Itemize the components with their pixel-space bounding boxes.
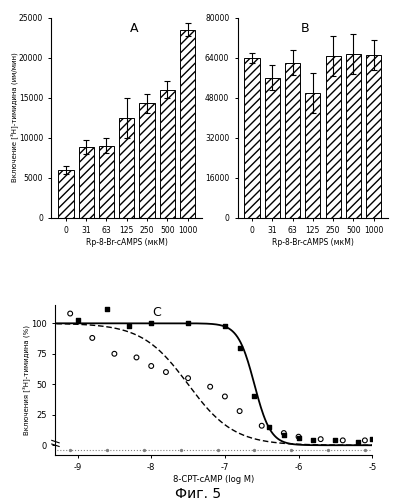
Point [310, 436, 316, 444]
Point [251, 446, 257, 454]
Y-axis label: Включение [³H]-тимидина (им/мин): Включение [³H]-тимидина (им/мин) [10, 52, 17, 182]
Point [148, 320, 154, 328]
Bar [326, 56, 341, 218]
Point [207, 382, 213, 390]
Text: Фиг. 5: Фиг. 5 [175, 486, 221, 500]
Bar [139, 103, 154, 218]
Point [126, 322, 132, 330]
Point [133, 354, 140, 362]
Point [111, 350, 118, 358]
Point [67, 310, 73, 318]
Point [295, 432, 302, 440]
Point [362, 446, 368, 454]
Bar [160, 90, 175, 218]
Point [236, 344, 243, 351]
Point [67, 446, 73, 454]
Point [222, 392, 228, 400]
Point [354, 438, 361, 446]
Point [104, 304, 110, 312]
X-axis label: Rp-8-Br-cAMPS (мкМ): Rp-8-Br-cAMPS (мкМ) [272, 238, 354, 246]
Point [318, 435, 324, 443]
Bar [285, 62, 300, 218]
Bar [366, 55, 381, 218]
Y-axis label: Включения [³H]-тимидина (%): Включения [³H]-тимидина (%) [22, 325, 30, 435]
Point [325, 446, 331, 454]
Point [177, 446, 184, 454]
Bar [78, 147, 94, 218]
Point [259, 422, 265, 430]
Point [222, 322, 228, 330]
Point [251, 392, 257, 400]
Point [362, 436, 368, 444]
Point [340, 436, 346, 444]
Text: A: A [130, 22, 139, 35]
Point [288, 446, 294, 454]
Bar [265, 78, 280, 218]
Point [185, 320, 191, 328]
Point [185, 374, 191, 382]
Bar [346, 54, 361, 218]
Bar [119, 118, 134, 218]
Point [266, 423, 272, 431]
X-axis label: Rp-8-Br-cAMPS (мкМ): Rp-8-Br-cAMPS (мкМ) [86, 238, 168, 246]
Point [295, 434, 302, 442]
Bar [305, 92, 320, 218]
Point [332, 436, 339, 444]
X-axis label: 8-CPT-cAMP (log M): 8-CPT-cAMP (log M) [173, 475, 255, 484]
Point [89, 334, 95, 342]
Point [148, 362, 154, 370]
Point [141, 446, 147, 454]
Bar [99, 146, 114, 218]
Point [104, 446, 110, 454]
Point [214, 446, 221, 454]
Point [369, 435, 375, 443]
Point [281, 429, 287, 437]
Point [281, 432, 287, 440]
Text: C: C [152, 306, 161, 320]
Text: B: B [301, 22, 310, 35]
Bar [58, 170, 74, 218]
Point [236, 407, 243, 415]
Point [74, 316, 81, 324]
Point [163, 368, 169, 376]
Bar [180, 30, 195, 218]
Bar [244, 58, 260, 218]
